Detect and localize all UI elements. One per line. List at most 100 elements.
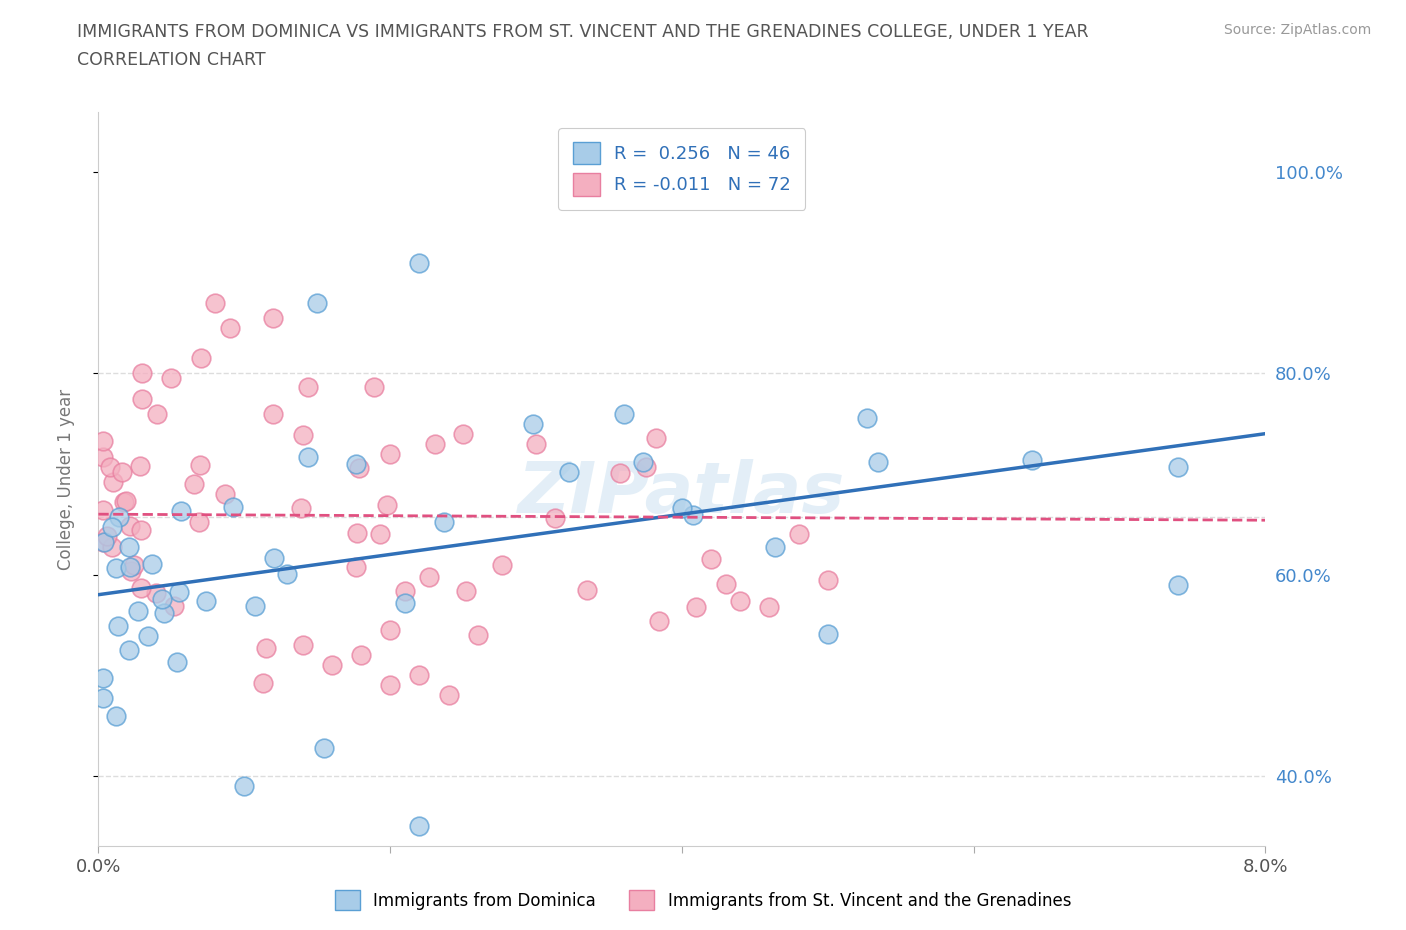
- Point: [522, 417, 544, 432]
- Point: [183, 476, 205, 491]
- Text: CORRELATION CHART: CORRELATION CHART: [77, 51, 266, 69]
- Point: [344, 456, 367, 471]
- Point: [346, 525, 368, 540]
- Point: [107, 618, 129, 633]
- Point: [146, 406, 169, 421]
- Point: [730, 594, 752, 609]
- Point: [380, 678, 402, 693]
- Point: [117, 540, 139, 555]
- Point: [150, 591, 173, 606]
- Point: [314, 740, 336, 755]
- Point: [188, 458, 211, 472]
- Point: [100, 520, 122, 535]
- Point: [363, 380, 385, 395]
- Point: [122, 558, 145, 573]
- Point: [576, 582, 599, 597]
- Point: [408, 255, 430, 270]
- Point: [145, 586, 167, 601]
- Point: [451, 426, 474, 441]
- Point: [120, 560, 142, 575]
- Point: [631, 455, 654, 470]
- Text: ZIPatlas: ZIPatlas: [519, 459, 845, 528]
- Point: [491, 558, 513, 573]
- Point: [297, 450, 319, 465]
- Point: [290, 500, 312, 515]
- Point: [609, 466, 631, 481]
- Point: [380, 622, 402, 637]
- Point: [131, 392, 153, 406]
- Point: [644, 431, 666, 445]
- Point: [111, 464, 134, 479]
- Point: [350, 647, 373, 662]
- Point: [634, 459, 657, 474]
- Point: [93, 535, 115, 550]
- Point: [375, 498, 398, 512]
- Point: [91, 535, 114, 550]
- Point: [118, 643, 141, 658]
- Point: [394, 583, 416, 598]
- Point: [120, 564, 142, 578]
- Legend: Immigrants from Dominica, Immigrants from St. Vincent and the Grenadines: Immigrants from Dominica, Immigrants fro…: [328, 884, 1078, 917]
- Point: [671, 500, 693, 515]
- Point: [817, 627, 839, 642]
- Point: [408, 818, 430, 833]
- Point: [408, 668, 430, 683]
- Point: [243, 598, 266, 613]
- Point: [292, 428, 315, 443]
- Point: [714, 576, 737, 591]
- Point: [291, 638, 314, 653]
- Point: [152, 605, 174, 620]
- Point: [856, 410, 879, 425]
- Point: [114, 494, 136, 509]
- Point: [368, 526, 391, 541]
- Point: [96, 529, 118, 544]
- Point: [104, 561, 127, 576]
- Point: [648, 613, 671, 628]
- Point: [262, 311, 284, 325]
- Point: [1167, 578, 1189, 592]
- Y-axis label: College, Under 1 year: College, Under 1 year: [56, 389, 75, 569]
- Point: [297, 379, 319, 394]
- Point: [136, 628, 159, 643]
- Point: [100, 459, 122, 474]
- Point: [380, 446, 402, 461]
- Point: [127, 604, 149, 618]
- Point: [685, 600, 707, 615]
- Point: [763, 539, 786, 554]
- Point: [187, 515, 209, 530]
- Point: [1167, 459, 1189, 474]
- Point: [347, 460, 370, 475]
- Point: [524, 436, 547, 451]
- Point: [214, 486, 236, 501]
- Point: [91, 449, 114, 464]
- Point: [394, 595, 416, 610]
- Point: [105, 709, 128, 724]
- Point: [276, 566, 298, 581]
- Point: [108, 510, 131, 525]
- Point: [112, 495, 135, 510]
- Point: [91, 691, 114, 706]
- Point: [131, 523, 153, 538]
- Point: [254, 640, 277, 655]
- Point: [423, 437, 446, 452]
- Point: [160, 371, 183, 386]
- Point: [817, 573, 839, 588]
- Point: [170, 503, 193, 518]
- Point: [91, 671, 114, 685]
- Point: [131, 365, 153, 380]
- Point: [128, 458, 150, 473]
- Point: [195, 593, 218, 608]
- Point: [437, 688, 460, 703]
- Point: [454, 583, 477, 598]
- Point: [163, 599, 186, 614]
- Point: [262, 406, 284, 421]
- Point: [787, 526, 810, 541]
- Point: [252, 676, 274, 691]
- Point: [166, 655, 188, 670]
- Point: [307, 296, 329, 311]
- Point: [321, 658, 343, 672]
- Point: [868, 454, 890, 469]
- Text: Source: ZipAtlas.com: Source: ZipAtlas.com: [1223, 23, 1371, 37]
- Point: [467, 628, 489, 643]
- Point: [91, 433, 114, 448]
